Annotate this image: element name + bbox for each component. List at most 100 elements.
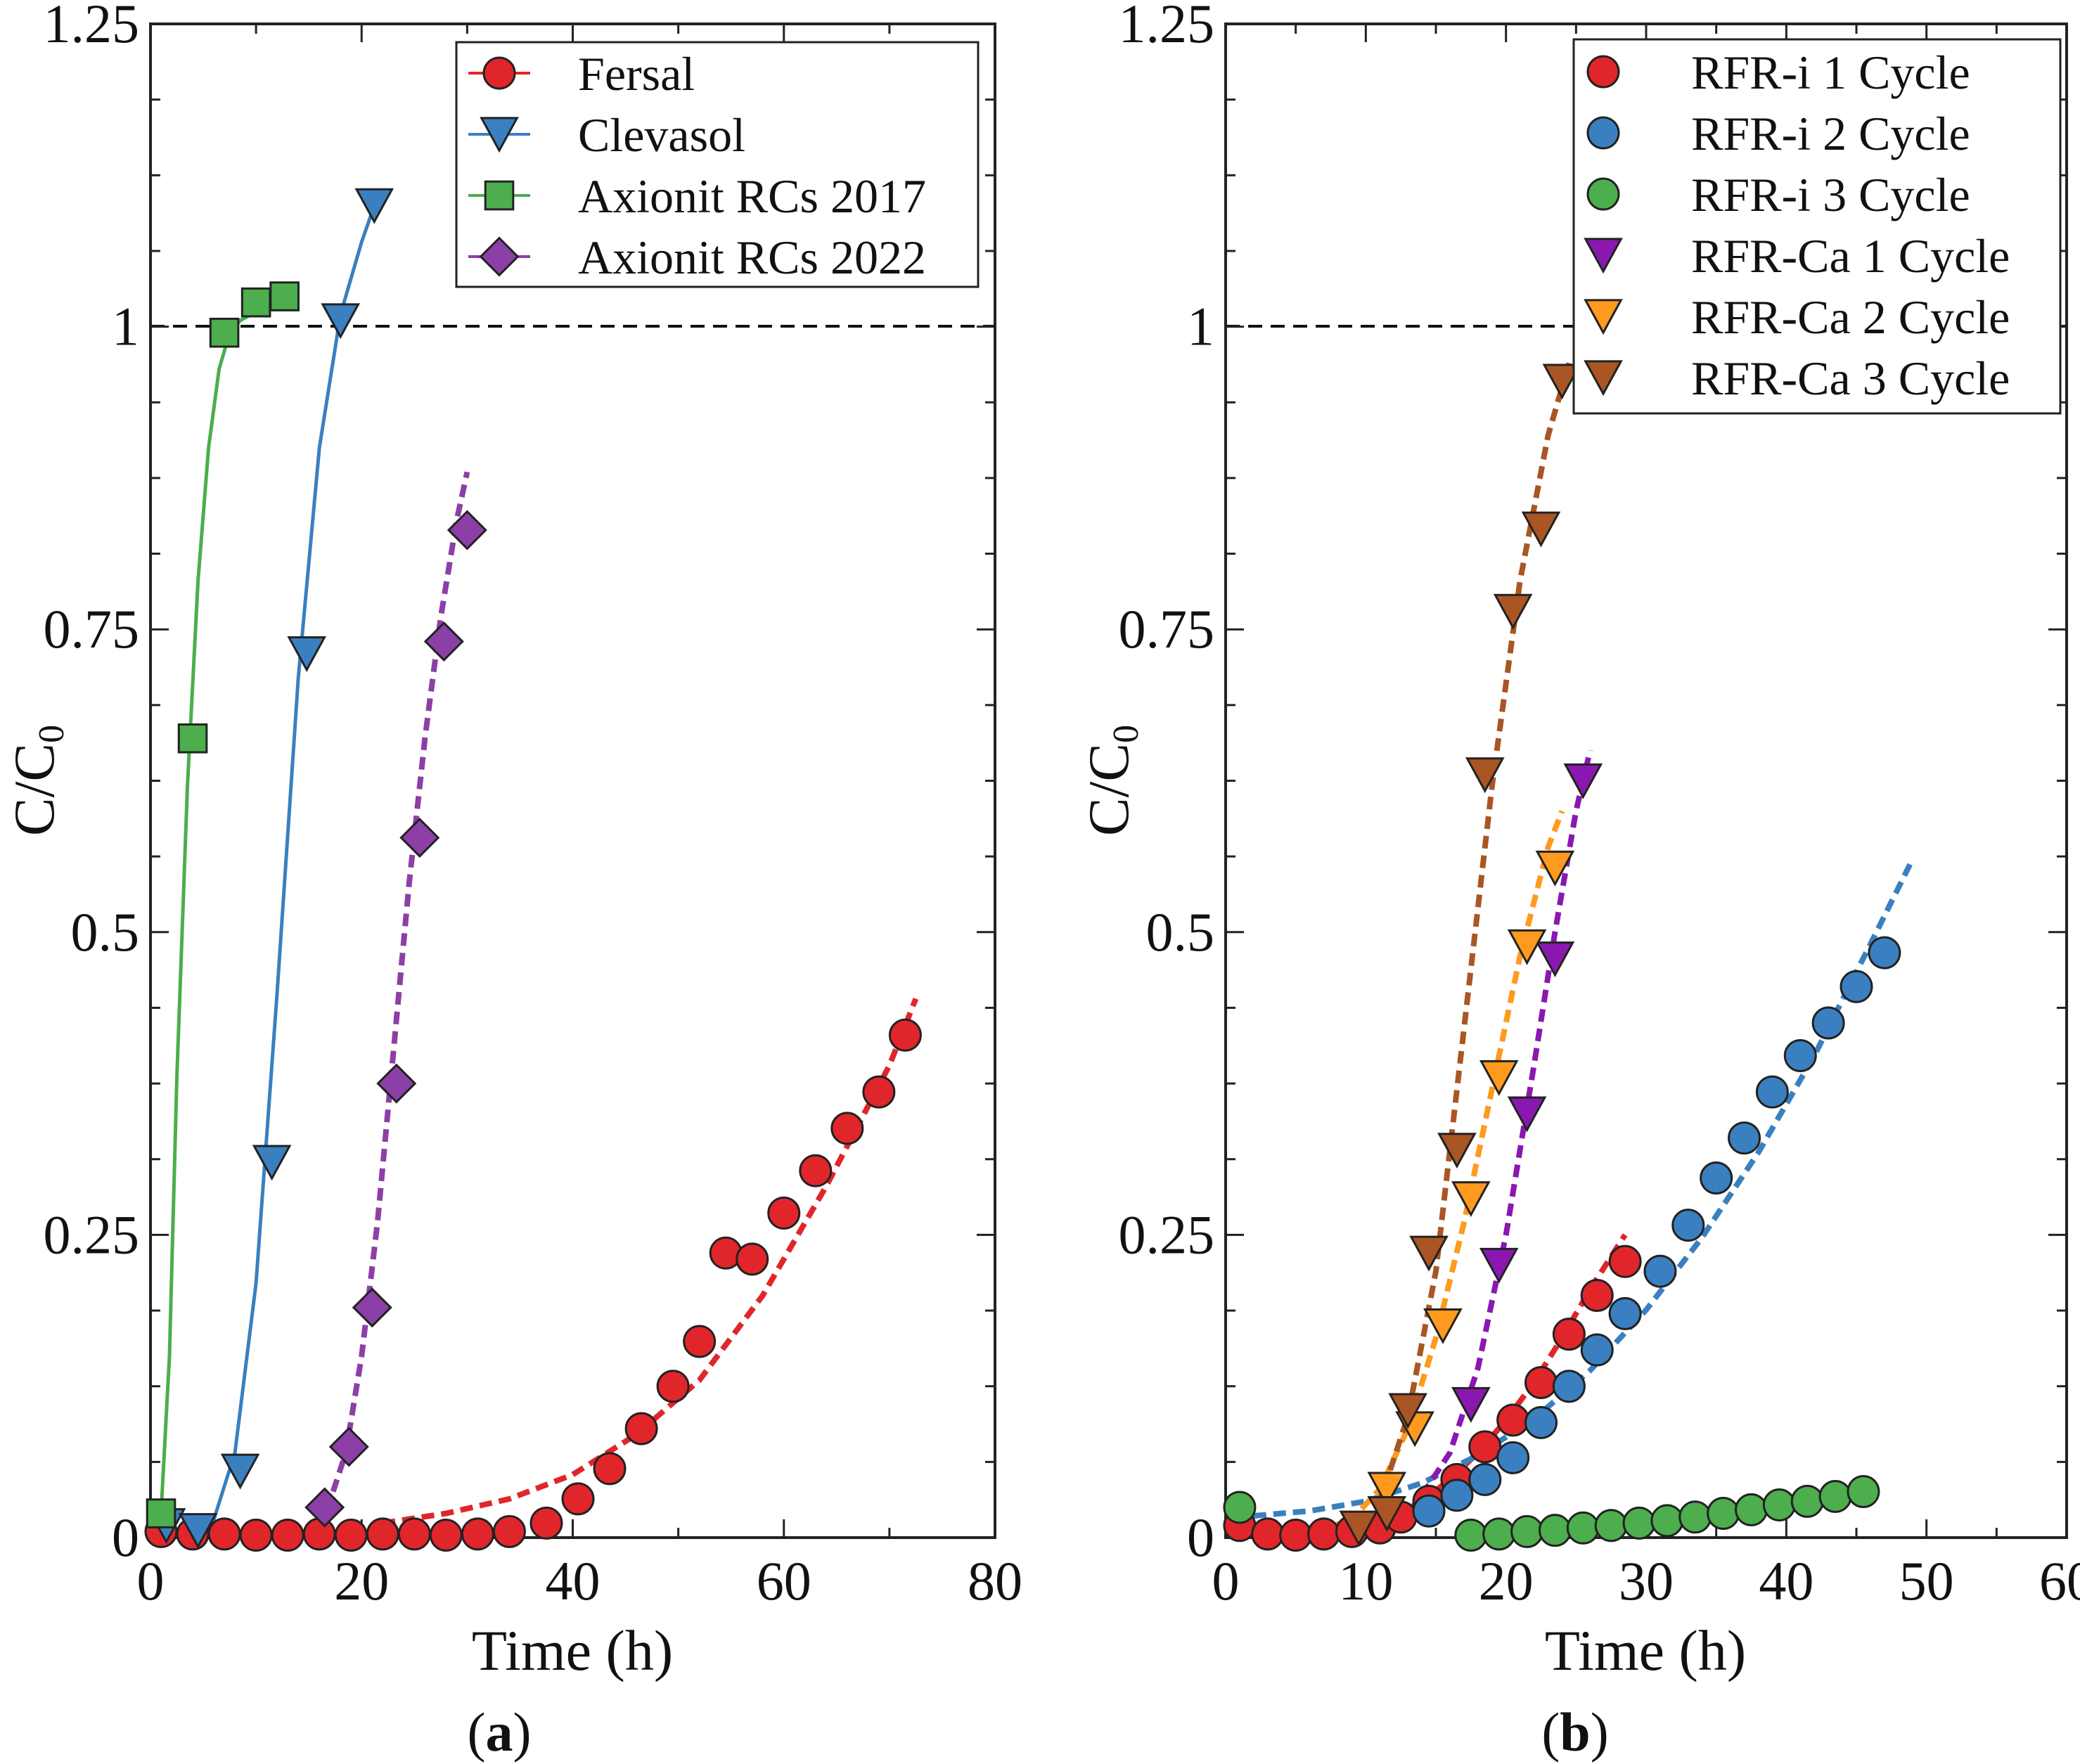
data-point — [376, 1063, 417, 1104]
panel-b-label-close: ) — [1591, 1701, 1609, 1763]
data-point — [1367, 1472, 1407, 1508]
data-point — [1339, 1510, 1379, 1547]
data-point — [1468, 1430, 1502, 1464]
data-point — [1790, 1484, 1824, 1518]
data-point — [1468, 1462, 1502, 1496]
data-point — [1678, 1500, 1712, 1534]
panel-b-x-axis-label: Time (h) — [1545, 1618, 1746, 1682]
panel-b-label-letter: b — [1560, 1701, 1590, 1763]
data-point — [1700, 1161, 1733, 1195]
data-point — [492, 1514, 526, 1548]
data-point — [304, 1487, 345, 1528]
data-point — [1524, 1366, 1558, 1400]
data-point — [1552, 1370, 1586, 1403]
data-point — [561, 1482, 595, 1516]
y-tick-label: 0 — [1187, 1507, 1214, 1568]
x-tick-label: 0 — [1212, 1550, 1240, 1611]
data-point — [178, 1513, 218, 1549]
data-point — [1440, 1479, 1474, 1512]
data-point — [209, 317, 240, 348]
data-point — [656, 1370, 690, 1403]
fit-line-clevasol — [191, 205, 376, 1539]
fit-line-rfr-ca-1-cycle — [1419, 749, 1593, 1497]
data-point — [177, 723, 208, 754]
legend-label: RFR-Ca 2 Cycle — [1691, 290, 2010, 344]
panel-b-label-open: ( — [1541, 1701, 1560, 1763]
legend-marker — [479, 236, 520, 277]
data-point — [1307, 1517, 1341, 1551]
data-point — [624, 1412, 658, 1446]
data-point — [1594, 1509, 1628, 1543]
data-point — [1538, 1514, 1572, 1547]
data-point — [1755, 1075, 1789, 1109]
data-point — [271, 1519, 304, 1552]
data-point — [1479, 1060, 1519, 1096]
data-point — [287, 636, 327, 672]
data-point — [1482, 1517, 1516, 1551]
data-point — [252, 1145, 292, 1181]
data-point — [1409, 1235, 1449, 1272]
data-point — [1493, 593, 1533, 630]
fit-line-rfr-ca-2-cycle — [1309, 810, 1565, 1537]
data-point — [862, 1075, 896, 1109]
data-point — [1496, 1441, 1530, 1474]
data-point — [1868, 936, 1901, 970]
data-point — [1847, 1475, 1880, 1509]
legend-marker — [1586, 55, 1620, 89]
data-point — [799, 1154, 833, 1187]
x-tick-label: 40 — [546, 1550, 601, 1611]
panel-a-y-axis-label-sub: 0 — [32, 725, 72, 743]
data-point — [1535, 850, 1575, 887]
data-point — [220, 1453, 260, 1490]
data-point — [1707, 1497, 1740, 1531]
data-point — [1510, 1514, 1544, 1548]
data-point — [328, 1427, 369, 1467]
data-point — [461, 1517, 494, 1551]
panel-b-y-axis-label-sub: 0 — [1106, 725, 1146, 743]
data-point — [1451, 1386, 1491, 1423]
y-tick-label: 1.25 — [1119, 0, 1215, 54]
x-tick-label: 60 — [2039, 1550, 2080, 1611]
legend-label: Axionit RCs 2017 — [578, 169, 926, 223]
data-point — [593, 1452, 627, 1486]
data-point — [1437, 1133, 1477, 1169]
legend-marker — [1586, 177, 1620, 211]
legend-label: RFR-i 2 Cycle — [1691, 107, 1970, 160]
legend-marker — [480, 117, 519, 153]
legend-marker — [1584, 238, 1623, 274]
data-point — [1643, 1254, 1677, 1288]
panel-b-label: (b) — [1541, 1701, 1608, 1763]
legend-marker — [1584, 299, 1623, 335]
data-point — [1423, 1308, 1463, 1344]
legend-label: RFR-Ca 1 Cycle — [1691, 229, 2010, 283]
data-point — [423, 621, 464, 662]
data-point — [736, 1242, 769, 1276]
panel-a-y-axis-label-main: C/C — [2, 743, 66, 836]
legend-marker — [1584, 360, 1623, 397]
data-point — [321, 303, 361, 340]
data-point — [399, 817, 440, 858]
panel-a-legend: Fersal Clevasol Axionit RCs 2017 Axionit RC… — [455, 41, 980, 288]
legend-marker — [484, 180, 515, 211]
data-point — [1367, 1495, 1407, 1532]
panel-b-y-axis-label-main: C/C — [1077, 743, 1141, 836]
legend-label: Clevasol — [578, 108, 745, 162]
y-tick-label: 1 — [112, 296, 139, 357]
panel-b-data-points — [1223, 363, 1901, 1552]
legend-label: RFR-i 1 Cycle — [1691, 46, 1970, 99]
legend-marker — [482, 56, 516, 90]
data-point — [1818, 1479, 1852, 1513]
panel-a-legend-box — [455, 41, 980, 288]
data-point — [1783, 1038, 1817, 1072]
x-tick-label: 30 — [1619, 1550, 1674, 1611]
legend-label: Fersal — [578, 47, 695, 101]
data-point — [1251, 1517, 1285, 1551]
data-point — [888, 1018, 922, 1052]
data-point — [447, 510, 487, 551]
data-point — [397, 1517, 431, 1551]
y-tick-label: 0.75 — [1119, 598, 1215, 659]
data-point — [1507, 929, 1547, 965]
y-tick-label: 0.25 — [1119, 1204, 1215, 1265]
y-tick-label: 0 — [112, 1507, 139, 1568]
data-point — [1542, 363, 1582, 400]
